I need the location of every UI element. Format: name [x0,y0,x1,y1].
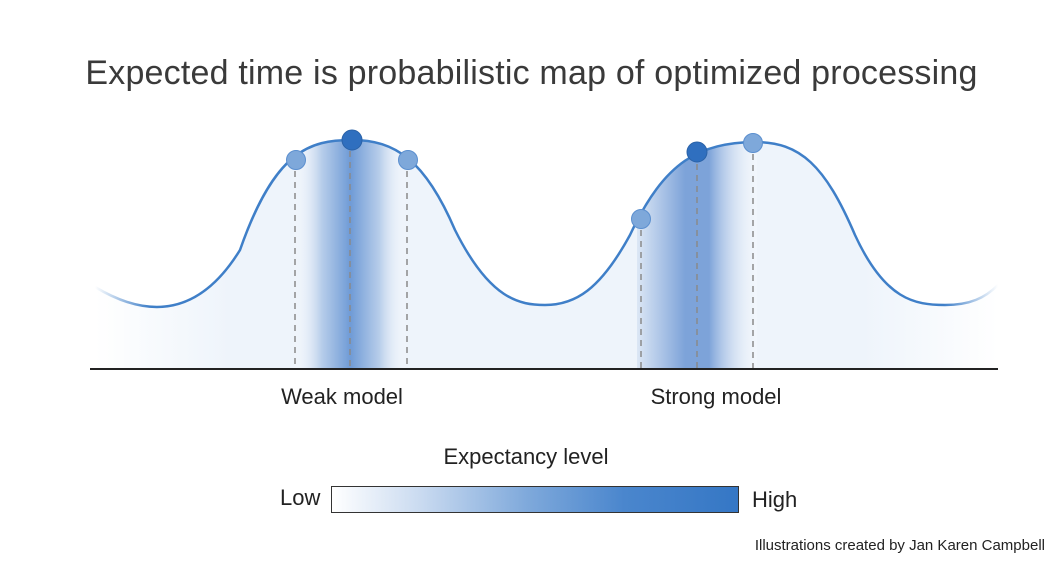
strong-model-label: Strong model [650,384,782,409]
strong-left-marker [631,209,651,229]
probability-curve [94,138,999,309]
diagram-title: Expected time is probabilistic map of op… [85,54,978,92]
expectancy-gradient-bar [331,486,739,513]
strong-model-markers [631,133,763,229]
weak-left-marker [286,150,306,170]
legend-high-label: High [752,487,798,512]
legend-title: Expectancy level [443,444,609,469]
weak-peak-marker [341,129,363,151]
weak-model-markers [286,129,418,170]
guide-lines [294,140,754,368]
legend-low-label: Low [280,485,321,510]
illustration-credit: Illustrations created by Jan Karen Campb… [754,537,1045,554]
strong-center-marker [686,141,708,163]
weak-right-marker [398,150,418,170]
strong-right-marker [743,133,763,153]
weak-model-label: Weak model [281,384,403,409]
